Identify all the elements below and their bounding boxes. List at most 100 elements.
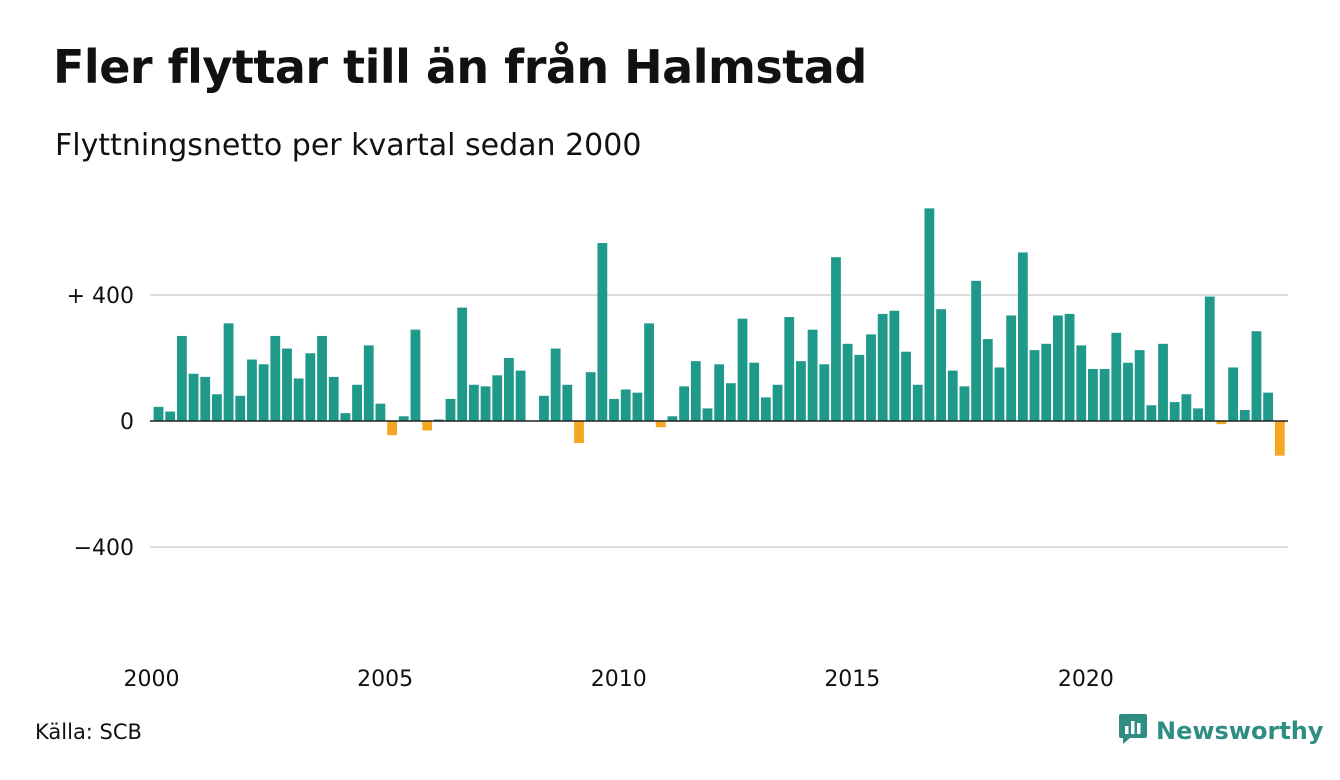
bar [317,335,327,421]
chart-title: Fler flyttar till än från Halmstad [53,40,867,94]
bar [667,416,678,421]
chart-subtitle: Flyttningsnetto per kvartal sedan 2000 [55,128,642,163]
bar [796,361,806,421]
bar [982,339,993,421]
bar [282,348,292,421]
bar [1017,252,1028,421]
bar [901,351,911,421]
bar [1006,315,1017,422]
source-label: Källa: SCB [35,720,142,744]
bar [714,364,725,421]
bar [959,386,970,421]
y-tick-label: + 400 [67,284,134,309]
bar [363,345,374,421]
bar [422,421,433,431]
bar [702,408,713,421]
bar [1251,331,1262,422]
x-tick-label: 2000 [124,667,180,692]
bar [772,384,783,421]
bar [644,323,654,421]
bar [212,394,222,421]
bar [1041,343,1052,421]
bar [1029,350,1040,422]
bar [188,373,199,421]
bar [842,343,853,421]
bar [737,318,748,422]
bar [153,406,164,421]
bar [1239,409,1250,422]
x-tick-label: 2020 [1058,667,1114,692]
bar [1099,369,1110,421]
bar [1111,332,1122,421]
bar [877,313,888,421]
bar [305,353,316,421]
bar [1274,421,1285,456]
bar [445,398,456,421]
bar [340,413,351,422]
bar [866,334,876,422]
bar [562,384,573,421]
bar [912,384,923,421]
bar [1169,402,1180,421]
bar [819,364,830,421]
bar [585,372,596,422]
bar [1064,313,1075,421]
bar [1158,343,1168,421]
bar [1204,296,1215,421]
bar [1263,392,1274,421]
bar [1146,405,1157,421]
bar [1228,367,1238,421]
bar [655,421,666,428]
bar [1193,408,1203,421]
bar [293,378,304,421]
y-tick-label: −400 [74,536,134,561]
bar [1216,421,1227,425]
bar [247,359,257,421]
bar [807,329,818,421]
bar [725,383,736,421]
bar [457,307,468,421]
bar [936,309,946,422]
brand-name: Newsworthy [1156,717,1324,745]
bar [947,370,958,421]
bar [387,421,398,436]
bar [200,376,211,421]
bar [550,348,561,421]
bar [574,421,584,444]
y-tick-label: 0 [120,410,134,435]
bar [620,389,631,421]
bar [1088,369,1098,421]
bar [270,335,281,421]
bar-chart: + 400 0 −400 2000 2005 2010 2015 2020 [67,208,1288,692]
bar [258,364,269,421]
bar [597,243,608,421]
bar [375,403,386,421]
bar [831,257,841,421]
bar [760,397,771,422]
bar [889,310,900,421]
bar [480,386,491,421]
bar [352,384,362,421]
bar [1052,315,1063,422]
bar [410,329,421,421]
bar [468,384,479,421]
bar [1134,350,1145,422]
bar [223,323,234,421]
bar [1076,345,1087,421]
bar [690,361,701,421]
bar [539,395,549,421]
bar [971,280,982,421]
bar [679,386,690,421]
bar [176,335,187,421]
bar [515,370,526,421]
bar [504,358,514,421]
bar [165,411,176,421]
bar [398,416,409,421]
bar [328,376,339,421]
bar [749,362,760,421]
bar [235,395,246,421]
x-tick-label: 2015 [824,667,880,692]
bar [433,419,444,421]
bar [994,367,1005,421]
newsworthy-logo-icon [1118,712,1148,750]
